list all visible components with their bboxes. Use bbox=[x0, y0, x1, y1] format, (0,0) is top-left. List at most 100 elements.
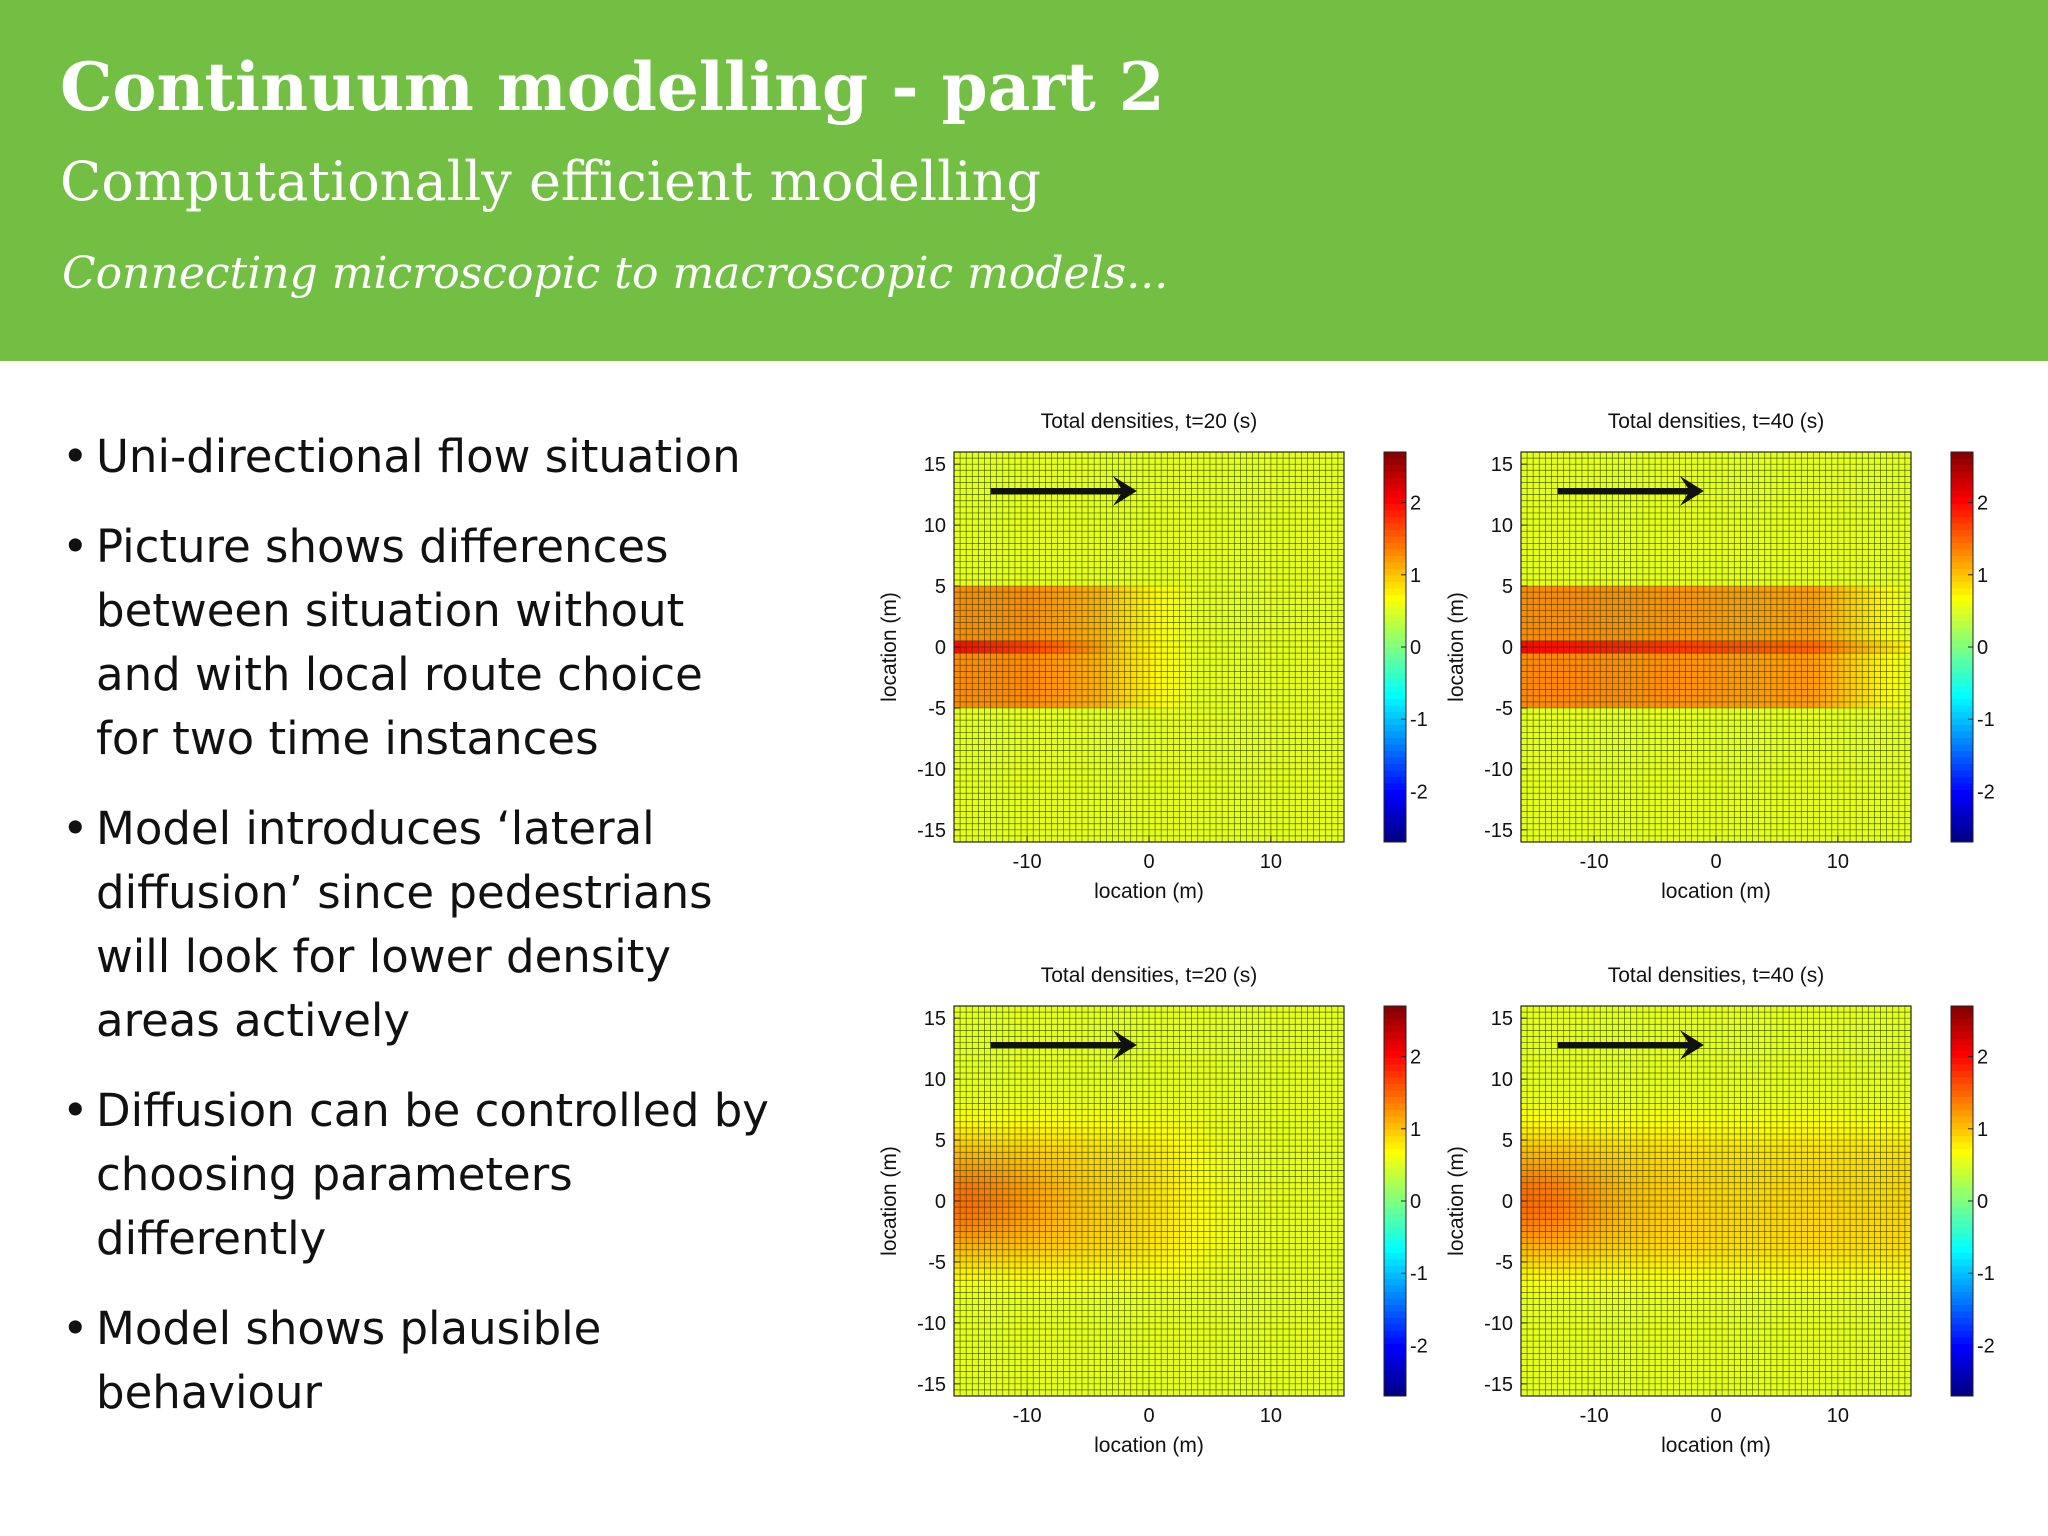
heatmap-cell bbox=[1100, 677, 1107, 684]
heatmap-cell bbox=[954, 622, 961, 630]
heatmap-cell bbox=[1246, 561, 1253, 569]
heatmap-cell bbox=[1264, 622, 1272, 630]
heatmap-cell bbox=[1081, 628, 1089, 636]
heatmap-cell bbox=[1081, 592, 1089, 599]
heatmap-cell bbox=[996, 476, 1004, 483]
heatmap-cell bbox=[996, 714, 1004, 721]
heatmap-cell bbox=[1331, 647, 1339, 654]
heatmap-cell bbox=[1130, 720, 1138, 727]
heatmap-cell bbox=[1569, 525, 1577, 532]
heatmap-cell bbox=[1027, 464, 1034, 471]
heatmap-cell bbox=[1094, 561, 1101, 569]
heatmap-cell bbox=[1301, 756, 1308, 764]
heatmap-cell bbox=[1088, 610, 1095, 617]
heatmap-cell bbox=[978, 640, 985, 648]
heatmap-cell bbox=[1045, 720, 1052, 727]
heatmap-cell bbox=[996, 732, 1004, 739]
heatmap-cell bbox=[1161, 464, 1168, 471]
heatmap-cell bbox=[1075, 805, 1083, 812]
bullet-text: Diffusion can be controlled by choosing … bbox=[96, 1084, 769, 1265]
heatmap-cell bbox=[1155, 482, 1162, 489]
heatmap-cell bbox=[1203, 756, 1211, 764]
heatmap-cell bbox=[1551, 525, 1558, 532]
colorbar-segment bbox=[1384, 569, 1406, 576]
heatmap-cell bbox=[1045, 738, 1052, 745]
colorbar-tick-label: -1 bbox=[1410, 709, 1428, 731]
heatmap-cell bbox=[1246, 519, 1253, 526]
heatmap-cell bbox=[1222, 604, 1229, 611]
heatmap-cell bbox=[1216, 525, 1223, 532]
heatmap-cell bbox=[1301, 543, 1308, 550]
heatmap-cell bbox=[1027, 500, 1034, 508]
heatmap-cell bbox=[1313, 829, 1320, 837]
heatmap-cell bbox=[960, 671, 967, 678]
heatmap-cell bbox=[1191, 598, 1199, 605]
heatmap-cell bbox=[1173, 506, 1180, 514]
heatmap-cell bbox=[1014, 531, 1022, 538]
heatmap-cell bbox=[1283, 482, 1290, 489]
heatmap-cell bbox=[1142, 768, 1150, 776]
heatmap-cell bbox=[1039, 531, 1046, 538]
heatmap-cell bbox=[1264, 573, 1272, 581]
x-tick-label: 0 bbox=[1143, 851, 1154, 873]
heatmap-cell bbox=[1063, 549, 1071, 556]
heatmap-cell bbox=[1216, 799, 1223, 806]
heatmap-cell bbox=[1118, 835, 1125, 843]
heatmap-cell bbox=[1039, 512, 1046, 520]
heatmap-cell bbox=[1545, 512, 1552, 520]
heatmap-cell bbox=[1014, 604, 1022, 611]
heatmap-cell bbox=[1197, 793, 1205, 800]
heatmap-cell bbox=[1045, 701, 1052, 709]
heatmap-cell bbox=[1295, 817, 1302, 825]
heatmap-cell bbox=[1313, 537, 1320, 544]
heatmap-cell bbox=[1118, 707, 1125, 715]
heatmap-cell bbox=[1539, 592, 1546, 599]
heatmap-cell bbox=[1301, 683, 1308, 690]
heatmap-cell bbox=[1527, 458, 1534, 465]
heatmap-cell bbox=[972, 768, 979, 776]
heatmap-cell bbox=[1527, 555, 1534, 562]
heatmap-cell bbox=[1533, 628, 1540, 636]
heatmap-cell bbox=[1185, 616, 1192, 623]
heatmap-cell bbox=[1033, 500, 1040, 508]
heatmap-cell bbox=[1533, 835, 1540, 843]
heatmap-cell bbox=[1258, 677, 1266, 684]
heatmap-cell bbox=[1173, 744, 1180, 751]
heatmap-cell bbox=[1155, 512, 1162, 520]
heatmap-cell bbox=[1527, 774, 1534, 782]
heatmap-cell bbox=[1527, 701, 1534, 709]
heatmap-cell bbox=[1276, 665, 1284, 672]
heatmap-cell bbox=[978, 787, 985, 794]
heatmap-cell bbox=[1264, 458, 1272, 465]
heatmap-cell bbox=[1276, 452, 1284, 459]
heatmap-cell bbox=[1155, 604, 1162, 611]
heatmap-cell bbox=[1313, 707, 1320, 715]
heatmap-cell bbox=[1228, 799, 1235, 806]
heatmap-cell bbox=[1545, 781, 1552, 788]
heatmap-cell bbox=[1027, 659, 1034, 666]
heatmap-cell bbox=[1319, 592, 1327, 599]
heatmap-cell bbox=[1063, 561, 1071, 569]
heatmap-cell bbox=[1014, 817, 1022, 825]
heatmap-cell bbox=[1319, 793, 1327, 800]
heatmap-cell bbox=[990, 659, 997, 666]
heatmap-cell bbox=[972, 689, 979, 697]
heatmap-cell bbox=[1545, 531, 1552, 538]
heatmap-cell bbox=[972, 622, 979, 630]
heatmap-cell bbox=[1252, 561, 1259, 569]
heatmap-cell bbox=[1063, 744, 1071, 751]
heatmap-cell bbox=[1283, 555, 1290, 562]
heatmap-cell bbox=[1002, 653, 1010, 660]
heatmap-cell bbox=[1185, 549, 1192, 556]
heatmap-cell bbox=[1222, 488, 1229, 495]
heatmap-cell bbox=[1331, 561, 1339, 569]
heatmap-cell bbox=[1283, 640, 1290, 648]
heatmap-cell bbox=[1258, 488, 1266, 495]
heatmap-cell bbox=[1569, 750, 1577, 757]
heatmap-cell bbox=[954, 677, 961, 684]
heatmap-cell bbox=[1222, 835, 1229, 843]
heatmap-cell bbox=[1051, 659, 1058, 666]
heatmap-cell bbox=[954, 829, 961, 837]
heatmap-cell bbox=[1331, 567, 1339, 575]
heatmap-cell bbox=[1008, 598, 1016, 605]
